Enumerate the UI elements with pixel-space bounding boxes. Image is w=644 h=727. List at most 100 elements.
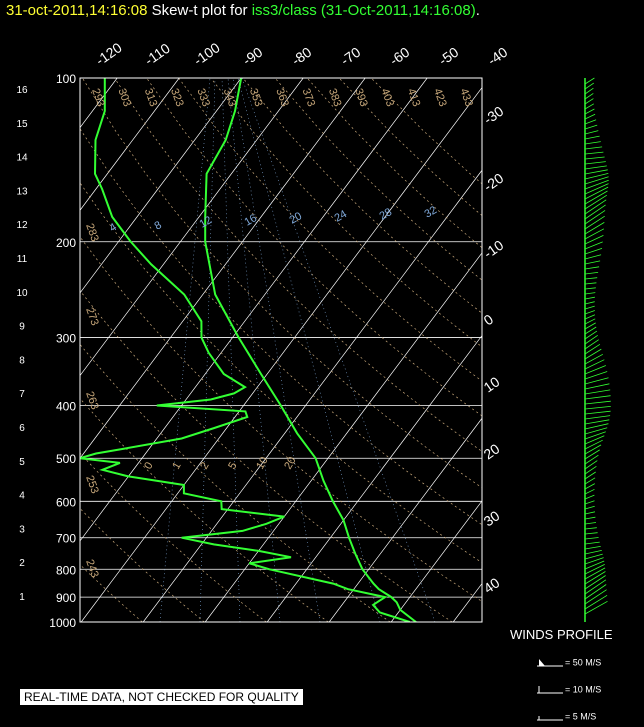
- mixing-ratio-label: 24: [333, 208, 350, 225]
- wind-barb: [584, 415, 611, 420]
- dry-adiabat-line: [80, 397, 329, 622]
- wind-barb: [584, 287, 596, 290]
- mixing-ratio-line: [159, 78, 211, 622]
- wind-barb: [584, 186, 609, 200]
- pressure-tick-label: 300: [56, 332, 76, 346]
- dry-adiabat-top-label: 353: [247, 87, 265, 108]
- pressure-tick-label: 100: [56, 72, 76, 86]
- isotherm-right-label: 0: [481, 311, 497, 329]
- wind-barb: [584, 254, 602, 260]
- wind-barb: [584, 449, 600, 460]
- dry-adiabat-line: [178, 78, 482, 382]
- isotherm-top-label: -80: [289, 44, 315, 69]
- isotherm-line: [577, 78, 644, 622]
- dry-adiabat-line: [80, 343, 391, 622]
- wind-barb: [584, 161, 606, 165]
- height-km-label: 2: [19, 558, 25, 569]
- wind-legend-10: = 10 M/S: [535, 684, 601, 696]
- plot-frame: [79, 77, 483, 623]
- pressure-tick-label: 800: [56, 563, 76, 577]
- height-km-label: 7: [19, 389, 25, 400]
- height-km-label: 12: [16, 220, 28, 231]
- wind-barb: [584, 292, 596, 295]
- mixing-ratio-label: 20: [288, 210, 305, 227]
- chart-title: 31-oct-2011,14:16:08 Skew-t plot for iss…: [6, 2, 480, 19]
- pressure-tick-label: 400: [56, 400, 76, 414]
- wind-barb: [584, 483, 595, 490]
- wind-barb: [584, 266, 600, 270]
- wind-barb: [584, 151, 604, 155]
- wind-barb: [584, 435, 605, 445]
- pressure-tick-label: 1000: [49, 616, 76, 630]
- wind-barb: [584, 553, 603, 560]
- wind-barb: [584, 410, 611, 415]
- dry-adiabat-line: [80, 182, 482, 564]
- wind-barb: [584, 93, 594, 100]
- wind-barb: [584, 359, 605, 370]
- isotherm-line: [515, 78, 644, 622]
- moist-adiabat-label: 20: [282, 455, 299, 472]
- pressure-tick-label: 700: [56, 532, 76, 546]
- mixing-ratio-label: 28: [378, 206, 395, 223]
- dry-adiabat-line: [80, 507, 205, 622]
- wind-barb: [584, 339, 599, 350]
- dry-adiabat-left-label: 263: [83, 390, 101, 411]
- dry-adiabat-line: [338, 78, 482, 216]
- isotherm-top-label: -100: [191, 39, 223, 68]
- moist-adiabat-label: 0: [142, 460, 155, 471]
- height-km-label: 9: [19, 322, 25, 333]
- wind-barb: [584, 584, 607, 600]
- mixing-ratio-label: 4: [108, 221, 119, 234]
- title-timestamp: 31-oct-2011,14:16:08: [6, 2, 148, 19]
- wind-barb: [584, 567, 606, 580]
- dry-adiabat-left-label: 283: [83, 222, 101, 243]
- title-suffix: .: [475, 2, 480, 19]
- wind-barb: [584, 330, 598, 340]
- wind-barb: [584, 431, 606, 440]
- wind-barb: [584, 173, 609, 180]
- wind-barb: [584, 377, 609, 385]
- dry-adiabat-line: [370, 78, 482, 185]
- wind-barb: [584, 343, 601, 355]
- wind-barb: [584, 423, 609, 430]
- height-km-label: 14: [16, 153, 28, 164]
- dry-adiabat-top-label: 323: [168, 87, 186, 108]
- wind-barb: [584, 532, 598, 535]
- wind-barb: [584, 169, 608, 175]
- wind-legend-5-label: = 5 M/S: [565, 711, 597, 722]
- wind-barb: [584, 571, 606, 585]
- dry-adiabat-top-label: 373: [300, 87, 318, 108]
- wind-barb: [584, 454, 599, 465]
- wind-barb: [584, 505, 595, 510]
- mixing-ratio-line: [241, 78, 436, 622]
- wind-barb: [584, 322, 596, 330]
- wind-barb: [584, 82, 595, 90]
- wind-barb-5-icon: [537, 716, 563, 721]
- dry-adiabat-line: [80, 236, 482, 602]
- isotherm-line: [80, 78, 180, 211]
- wind-barb: [584, 444, 602, 455]
- wind-barb-50-icon: [537, 659, 563, 667]
- height-km-label: 15: [16, 119, 28, 130]
- wind-barb: [584, 190, 608, 205]
- wind-barb: [584, 395, 611, 400]
- pressure-tick-label: 200: [56, 236, 76, 250]
- dry-adiabat-left-label: 273: [83, 306, 101, 327]
- dry-adiabat-line: [242, 78, 482, 314]
- wind-barb: [584, 103, 595, 110]
- wind-barb: [584, 522, 597, 525]
- wind-barb: [584, 471, 596, 480]
- dry-adiabat-top-label: 343: [221, 87, 239, 108]
- isotherm-line: [390, 500, 482, 622]
- wind-barb: [584, 87, 594, 95]
- dry-adiabat-line: [274, 78, 482, 281]
- wind-barb: [584, 146, 603, 150]
- wind-barb: [584, 348, 602, 360]
- pressure-tick-label: 900: [56, 591, 76, 605]
- isotherm-line: [266, 335, 482, 622]
- dry-adiabat-top-label: 393: [352, 87, 370, 108]
- wind-legend-5: = 5 M/S: [535, 711, 596, 723]
- title-source: iss3/class (31-Oct-2011,14:16:08): [251, 2, 476, 19]
- isotherm-right-label: -20: [481, 170, 507, 195]
- height-km-label: 10: [16, 288, 28, 299]
